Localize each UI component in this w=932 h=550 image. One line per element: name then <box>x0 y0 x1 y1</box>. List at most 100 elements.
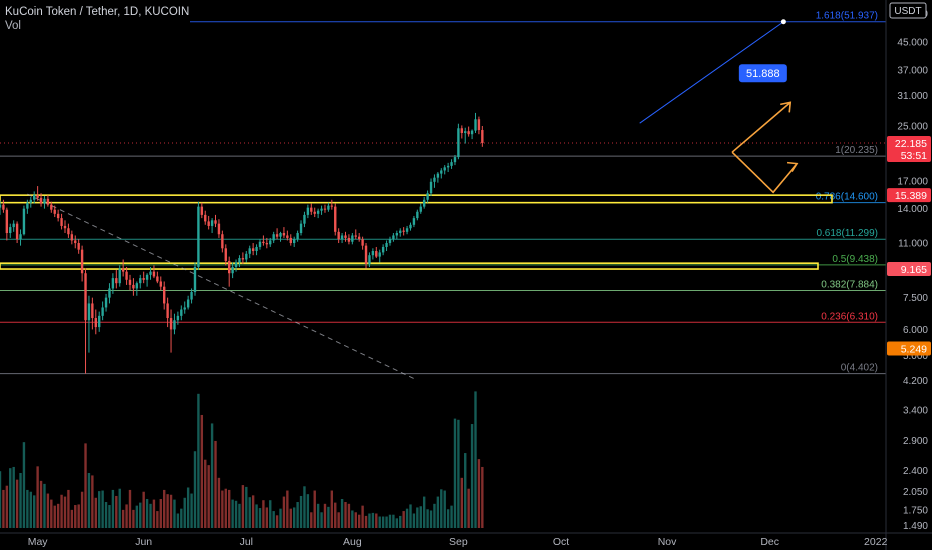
time-axis-label: Jul <box>240 536 253 548</box>
projection-arrows[interactable] <box>731 101 799 194</box>
candle-body <box>224 248 227 261</box>
candle <box>316 208 320 219</box>
candle-body <box>481 130 484 144</box>
candle <box>149 266 152 280</box>
candle-body <box>118 268 121 284</box>
volume-bar <box>77 504 80 528</box>
candle <box>53 205 56 218</box>
candle-body <box>163 286 166 304</box>
candle-body <box>340 235 344 240</box>
support-zones[interactable] <box>0 194 833 270</box>
time-axis-label: 2022 <box>864 536 888 548</box>
candle-body <box>80 249 84 274</box>
volume-bar <box>149 503 152 528</box>
volume-bar <box>91 475 94 528</box>
volume-bar <box>5 485 9 528</box>
candle-body <box>67 228 70 235</box>
volume-bar <box>36 466 39 528</box>
candle <box>334 203 337 236</box>
candle <box>74 235 77 249</box>
candle <box>248 245 251 259</box>
countdown-label: 53:51 <box>901 150 927 162</box>
candle-body <box>19 234 22 240</box>
volume-bar <box>22 442 26 528</box>
volume-bar <box>364 515 368 528</box>
price-axis-label: 14.000 <box>897 204 928 215</box>
candle-body <box>111 278 115 289</box>
candle-body <box>197 206 200 267</box>
volume-bar <box>207 465 210 528</box>
candle-body <box>405 228 409 232</box>
volume-bar <box>450 505 453 528</box>
volume-bar <box>183 497 186 528</box>
volume-bar <box>303 486 306 528</box>
candle-body <box>128 279 132 285</box>
candle-body <box>426 193 429 200</box>
fib-extension-line <box>639 21 784 124</box>
candle-body <box>378 252 381 257</box>
candle-body <box>46 198 50 205</box>
candle-body <box>402 230 405 232</box>
candle <box>180 305 183 321</box>
volume-bar <box>344 502 347 528</box>
candle <box>269 237 272 247</box>
volume-bar <box>98 491 101 528</box>
candle <box>115 270 118 289</box>
candle <box>354 229 357 240</box>
candle <box>50 201 53 213</box>
candle <box>2 199 5 213</box>
candle <box>388 236 392 246</box>
candle-body <box>132 284 135 289</box>
level-marker-9165-label: 9.165 <box>901 264 927 276</box>
candle <box>443 165 446 175</box>
candle <box>60 213 63 230</box>
volume-bar <box>412 513 416 528</box>
volume-bar <box>474 391 477 528</box>
volume-bar <box>39 480 43 528</box>
price-axis-label: 5.000 <box>903 351 928 362</box>
candle <box>381 244 385 256</box>
volume-bar <box>306 494 310 528</box>
level-marker-15389-box <box>887 188 931 203</box>
price-axis-label: 25.000 <box>897 121 928 132</box>
candle <box>56 209 60 222</box>
candle <box>67 223 70 238</box>
candle <box>296 230 299 242</box>
time-axis-label: Jun <box>135 536 152 548</box>
candle-body <box>193 266 197 293</box>
candle-body <box>446 165 450 168</box>
candle-body <box>169 318 173 330</box>
candle <box>70 230 74 245</box>
candle <box>238 255 241 267</box>
candle-body <box>91 303 94 319</box>
candle-body <box>74 240 77 244</box>
symbol-title[interactable]: KuCoin Token / Tether, 1D, KUCOIN <box>5 6 190 18</box>
fib-level-label: 1(20.235) <box>835 145 878 156</box>
currency-button[interactable]: USDT <box>889 2 927 19</box>
volume-bar <box>467 488 470 528</box>
candle-body <box>337 231 340 240</box>
fibonacci-retracement[interactable]: 1.618(51.937) 1(20.235) 0.786(14.600) 0.618… <box>0 11 886 375</box>
candle <box>142 271 145 284</box>
volume-bar <box>477 459 481 528</box>
candle-body <box>313 211 316 214</box>
candle-body <box>292 239 296 244</box>
candle <box>121 259 125 277</box>
volume-bar <box>289 508 292 528</box>
volume-bar <box>334 502 337 528</box>
candle <box>210 218 214 234</box>
pullback-arrowhead <box>786 161 799 173</box>
trendlines[interactable]: 51.888 <box>0 19 886 380</box>
fib-level-label: 0.382(7.884) <box>821 280 878 291</box>
candle <box>340 233 344 244</box>
last-price-marker-box <box>887 136 931 163</box>
candle <box>87 295 91 353</box>
candle <box>453 154 457 166</box>
volume-indicator-label[interactable]: Vol <box>5 20 21 32</box>
candle <box>0 200 2 215</box>
candle <box>231 262 234 279</box>
volume-bar <box>190 493 193 528</box>
candle-body <box>149 271 152 275</box>
candle-body <box>351 235 354 242</box>
